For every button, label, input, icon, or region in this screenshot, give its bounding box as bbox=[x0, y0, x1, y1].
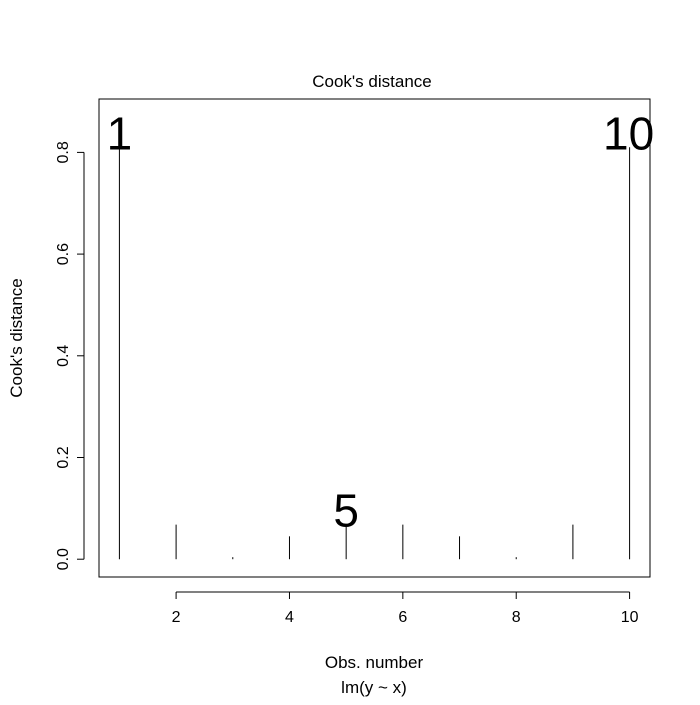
x-axis-title: Obs. number bbox=[325, 653, 424, 672]
y-tick-label: 0.6 bbox=[55, 243, 72, 265]
observation-label-5: 5 bbox=[333, 485, 359, 537]
y-axis-title: Cook's distance bbox=[7, 278, 26, 397]
y-tick-label: 0.2 bbox=[55, 446, 72, 468]
stick-series bbox=[118, 147, 631, 560]
observation-label-10: 10 bbox=[603, 107, 654, 159]
y-tick-label: 0.8 bbox=[55, 141, 72, 163]
x-axis: 2 4 6 8 10 bbox=[172, 591, 639, 626]
x-tick-label: 10 bbox=[621, 609, 639, 626]
y-tick-label: 0.0 bbox=[55, 548, 72, 570]
chart-subtitle: lm(y ~ x) bbox=[341, 678, 407, 697]
x-tick-label: 8 bbox=[512, 609, 521, 626]
x-tick-label: 2 bbox=[172, 609, 181, 626]
x-tick-label: 6 bbox=[398, 609, 407, 626]
plot-frame bbox=[98, 98, 651, 578]
y-tick-label: 0.4 bbox=[55, 345, 72, 367]
observation-label-1: 1 bbox=[107, 107, 133, 159]
y-axis: 0.0 0.2 0.4 0.6 0.8 bbox=[55, 141, 85, 570]
x-tick-label: 4 bbox=[285, 609, 294, 626]
chart-title: Cook's distance bbox=[312, 72, 431, 91]
